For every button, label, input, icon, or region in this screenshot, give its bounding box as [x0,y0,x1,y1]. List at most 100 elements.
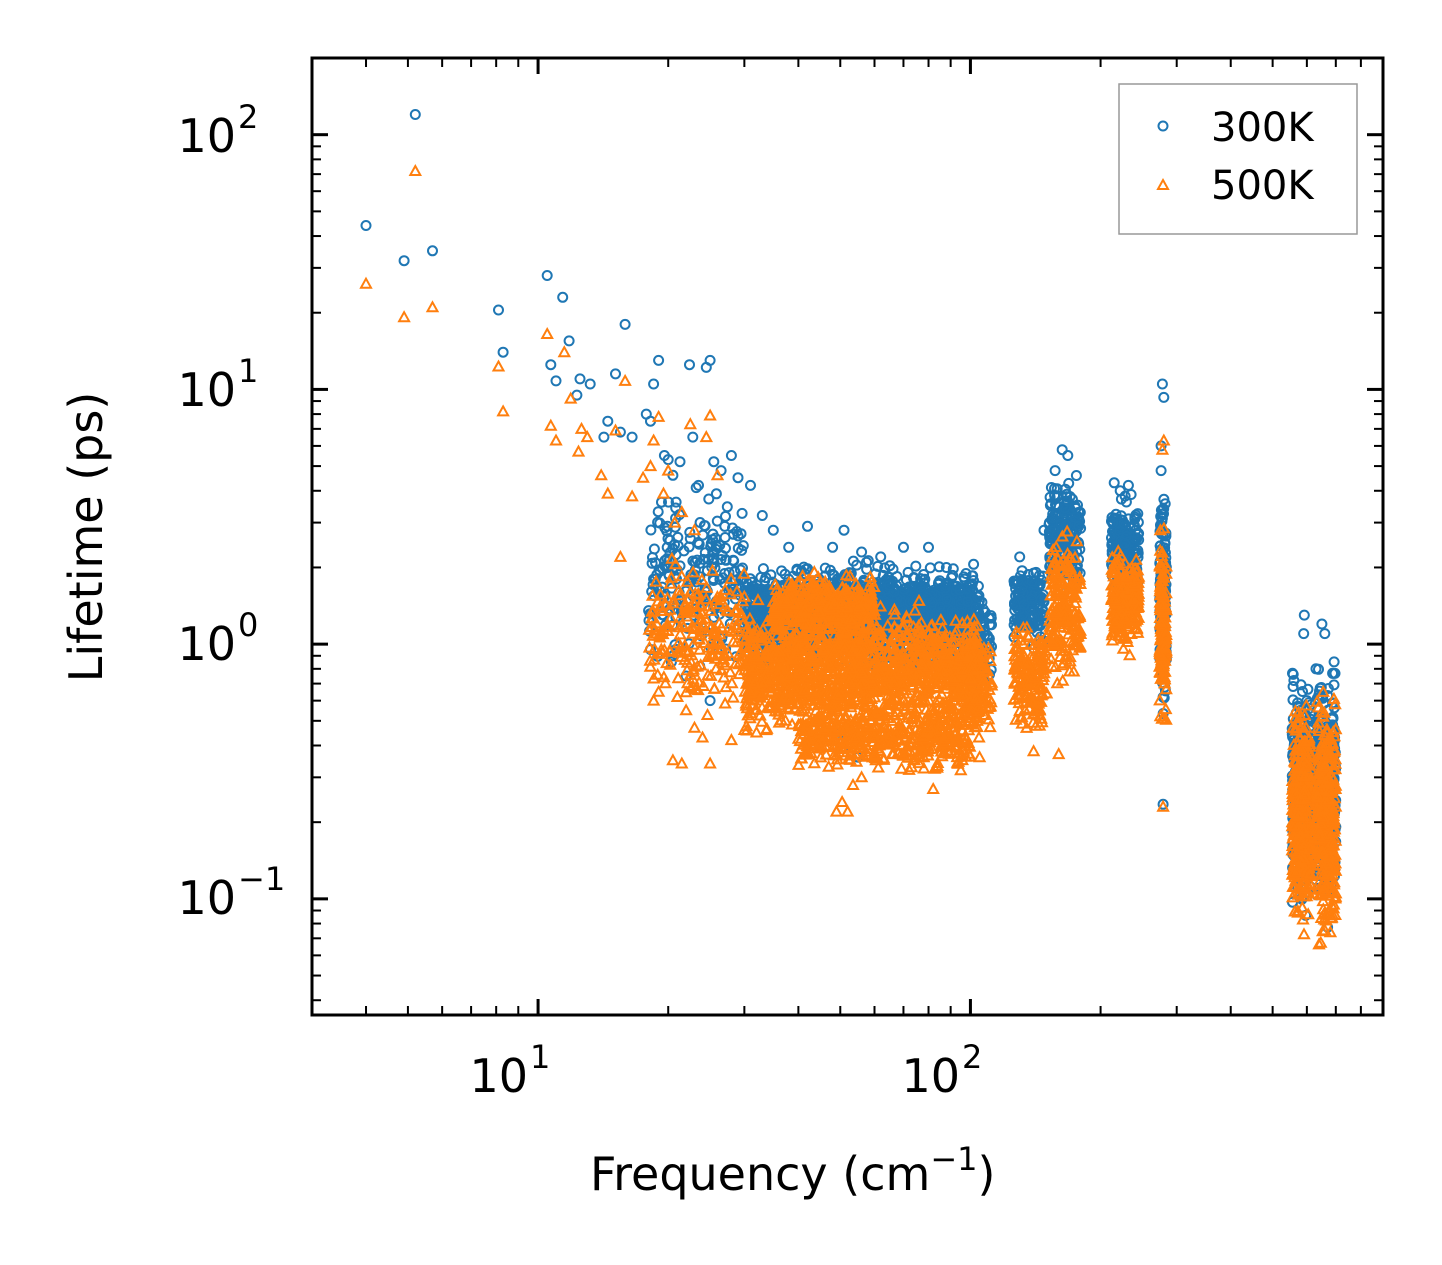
data-point-500k-186 [660,656,674,669]
data-point-500k-201 [700,580,714,593]
data-point-300k-3068 [1297,686,1308,697]
data-point-300k-3640 [1129,513,1141,525]
data-point-300k-3625 [934,601,946,613]
data-point-500k-213 [685,620,699,633]
data-point-300k-2358 [1012,575,1024,587]
data-point-500k-62 [649,574,663,587]
data-point-500k-118 [724,571,738,584]
data-point-500k-22 [696,678,710,691]
data-point-300k-3579 [626,431,638,443]
data-point-300k-188 [659,555,671,566]
data-point-500k-86 [661,623,675,636]
data-point-300k-3653 [1319,628,1331,640]
data-point-300k-1503 [740,596,752,608]
data-point-300k-3597 [745,479,756,491]
data-point-300k-3608 [940,562,952,573]
data-point-300k-3575 [602,415,614,427]
data-point-300k-3588 [684,359,695,371]
data-point-500k-151 [646,611,660,624]
data-point-500k-133 [705,563,720,576]
data-point-500k-153 [704,668,718,681]
data-point-300k-3634 [1062,450,1074,461]
data-point-300k-3623 [884,579,895,591]
data-point-500k-122 [663,657,677,670]
data-point-500k-138 [734,606,748,619]
data-point-300k-2544 [1055,518,1067,530]
data-point-300k-3652 [1316,618,1328,630]
data-point-300k-2530 [1063,477,1075,489]
data-point-300k-1974 [947,569,959,581]
data-point-300k-1312 [851,559,863,571]
data-point-300k-210 [732,530,744,542]
data-point-300k-187 [708,575,720,586]
data-point-300k-2778 [1119,537,1131,549]
data-point-300k-3576 [610,368,621,380]
data-point-300k-3563 [427,245,438,257]
data-point-300k-3565 [497,346,509,358]
data-point-300k-217 [706,538,718,550]
data-point-500k-199 [674,639,688,652]
data-point-500k-209 [694,598,708,611]
data-point-300k-3566 [541,270,553,281]
data-point-300k-216 [646,557,658,569]
data-point-300k-1362 [759,584,771,596]
data-point-300k-3590 [693,479,704,491]
data-point-500k-82 [661,619,675,632]
data-point-500k-114 [690,659,705,672]
data-point-300k-3567 [545,359,557,371]
data-point-300k-3144 [1302,683,1314,695]
data-point-500k-219 [707,681,721,694]
data-point-500k-87 [712,597,727,610]
data-point-500k-95 [699,592,713,605]
data-point-300k-3609 [959,573,971,585]
data-point-500k-175 [729,612,743,625]
data-point-500k-210 [642,622,656,635]
data-point-300k-2539 [1049,483,1060,494]
data-point-500k-214 [686,637,700,650]
data-point-300k-3616 [756,609,768,621]
data-point-500k-36 [718,582,732,595]
data-point-500k-40 [663,576,677,589]
data-point-300k-3595 [725,450,737,461]
data-point-500k-217 [708,651,723,664]
data-point-500k-193 [674,649,688,662]
data-point-500k-215 [708,625,723,638]
data-point-300k-146 [690,482,702,494]
data-point-300k-3604 [856,546,868,558]
data-point-300k-1934 [950,585,962,597]
data-point-500k-162 [653,625,667,638]
data-point-300k-3606 [898,541,909,553]
data-point-300k-3607 [923,541,934,553]
data-point-500k-61 [688,586,702,599]
data-point-500k-198 [702,599,717,612]
data-point-300k-3650 [1301,695,1313,707]
data-point-500k-128 [712,616,726,629]
data-point-300k-3577 [614,426,626,438]
data-point-300k-3643 [1158,391,1170,403]
data-point-300k-2113 [927,596,938,608]
data-point-300k-3615 [725,586,737,598]
data-point-500k-194 [726,690,740,703]
data-point-500k-59 [709,661,723,674]
data-point-300k-3574 [598,431,610,443]
data-point-300k-3649 [1298,609,1310,621]
data-point-500k-72 [700,707,715,720]
data-point-300k-3598 [756,510,768,521]
data-point-300k-3570 [563,335,575,347]
data-point-300k-2356 [1018,599,1030,611]
data-point-300k-3605 [875,551,887,563]
data-point-300k-3592 [704,354,716,366]
data-point-300k-914 [861,556,872,568]
data-point-500k-13 [658,676,673,689]
data-point-500k-189 [680,655,695,668]
data-point-500k-100 [686,672,700,685]
data-point-300k-3630 [1028,567,1040,579]
data-point-300k-3562 [409,109,421,120]
data-point-300k-190 [691,554,703,566]
data-point-300k-2045 [898,583,910,595]
data-point-300k-173 [727,522,738,534]
data-point-300k-2944 [1287,681,1299,692]
data-point-500k-207 [643,659,658,672]
data-point-500k-130 [660,617,675,630]
data-point-500k-91 [684,605,698,618]
